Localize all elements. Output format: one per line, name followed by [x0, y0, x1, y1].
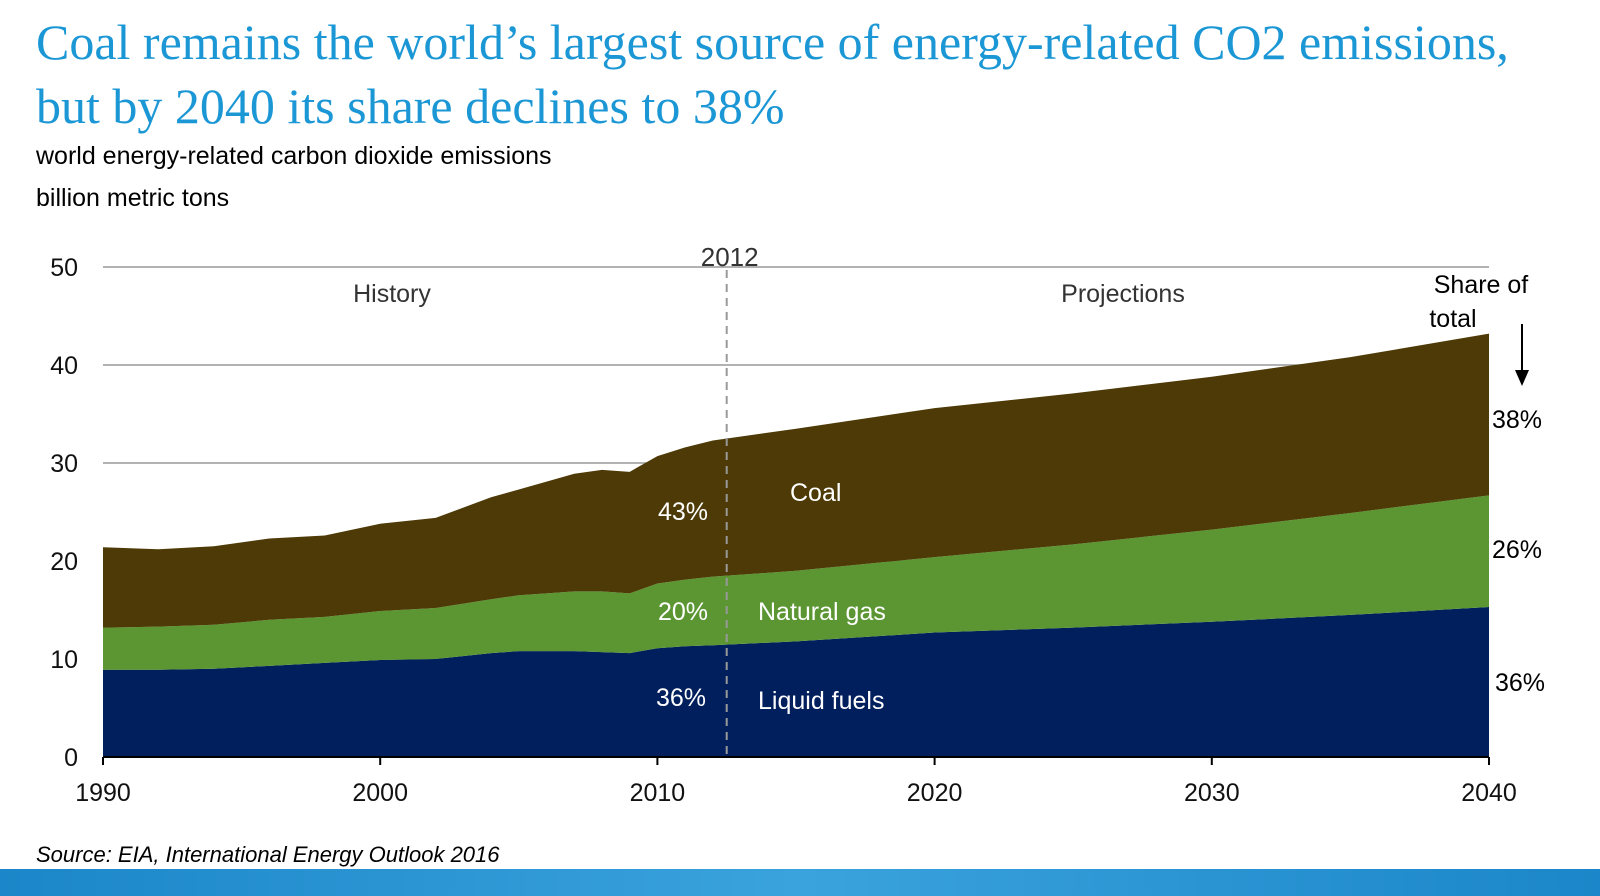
y-tick-label: 50	[50, 254, 78, 282]
y-tick-label: 30	[50, 450, 78, 478]
x-tick-label: 2030	[1184, 779, 1240, 807]
y-tick-label: 10	[50, 646, 78, 674]
x-tick-label: 2040	[1461, 779, 1517, 807]
slide-title: Coal remains the world’s largest source …	[36, 14, 1509, 134]
share-2040-liquid-fuels: 36%	[1495, 669, 1545, 697]
divider-label: 2012	[701, 242, 759, 272]
x-tick-label: 1990	[75, 779, 131, 807]
y-tick-label: 0	[64, 744, 78, 772]
y-tick-label: 40	[50, 352, 78, 380]
history-label: History	[353, 280, 431, 308]
share-2040-natural-gas: 26%	[1492, 536, 1542, 564]
series-label-coal: Coal	[790, 479, 841, 507]
area-liquid-fuels	[103, 607, 1489, 757]
source-note: Source: EIA, International Energy Outloo…	[36, 842, 500, 867]
footer-band	[0, 869, 1600, 896]
series-label-natural-gas: Natural gas	[758, 598, 886, 626]
share-2040-coal: 38%	[1492, 406, 1542, 434]
share-heading-line1: Share of	[1434, 271, 1529, 299]
units-label: billion metric tons	[36, 184, 230, 212]
y-tick-label: 20	[50, 548, 78, 576]
x-tick-label: 2000	[352, 779, 408, 807]
share-2012-liquid-fuels: 36%	[656, 684, 706, 712]
share-2012-coal: 43%	[658, 498, 708, 526]
projections-label: Projections	[1061, 280, 1185, 308]
share-2012-natural-gas: 20%	[658, 598, 708, 626]
area-natural-gas	[103, 495, 1489, 670]
x-tick-label: 2010	[630, 779, 686, 807]
down-arrow-icon	[1515, 324, 1529, 386]
series-label-liquid-fuels: Liquid fuels	[758, 687, 884, 715]
share-heading-line2: total	[1429, 305, 1476, 333]
x-tick-label: 2020	[907, 779, 963, 807]
area-coal	[103, 333, 1489, 628]
chart-subtitle: world energy-related carbon dioxide emis…	[36, 142, 552, 170]
